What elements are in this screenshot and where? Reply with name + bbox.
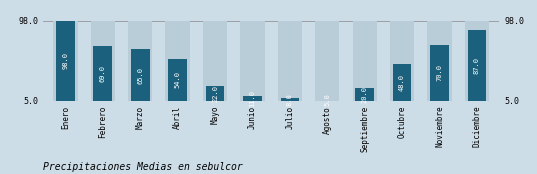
Bar <box>91 21 115 101</box>
Text: Precipitaciones Medias en sebulcor: Precipitaciones Medias en sebulcor <box>43 162 243 172</box>
Bar <box>131 49 150 101</box>
Bar <box>53 21 77 101</box>
Text: 8.0: 8.0 <box>287 94 293 106</box>
Bar <box>128 21 153 101</box>
Text: 20.0: 20.0 <box>362 86 368 103</box>
Bar <box>168 59 187 101</box>
Bar <box>243 96 262 101</box>
Bar <box>355 88 374 101</box>
Bar <box>465 21 489 101</box>
Text: 98.0: 98.0 <box>62 52 68 69</box>
Text: 48.0: 48.0 <box>399 74 405 91</box>
Bar <box>390 21 414 101</box>
Bar <box>280 98 299 101</box>
Bar <box>430 45 449 101</box>
Bar <box>315 21 339 101</box>
Text: 11.0: 11.0 <box>250 90 256 107</box>
Bar <box>278 21 302 101</box>
Bar <box>353 21 377 101</box>
Bar <box>165 21 190 101</box>
Bar <box>241 21 265 101</box>
Bar <box>203 21 227 101</box>
Text: 5.0: 5.0 <box>324 94 330 106</box>
Bar <box>93 46 112 101</box>
Text: 22.0: 22.0 <box>212 85 218 102</box>
Bar <box>468 30 487 101</box>
Text: 54.0: 54.0 <box>175 71 180 88</box>
Text: 70.0: 70.0 <box>437 64 442 81</box>
Text: 65.0: 65.0 <box>137 67 143 84</box>
Bar <box>427 21 452 101</box>
Bar <box>56 21 75 101</box>
Bar <box>393 64 411 101</box>
Bar <box>206 86 224 101</box>
Text: 69.0: 69.0 <box>100 65 106 82</box>
Text: 87.0: 87.0 <box>474 57 480 74</box>
